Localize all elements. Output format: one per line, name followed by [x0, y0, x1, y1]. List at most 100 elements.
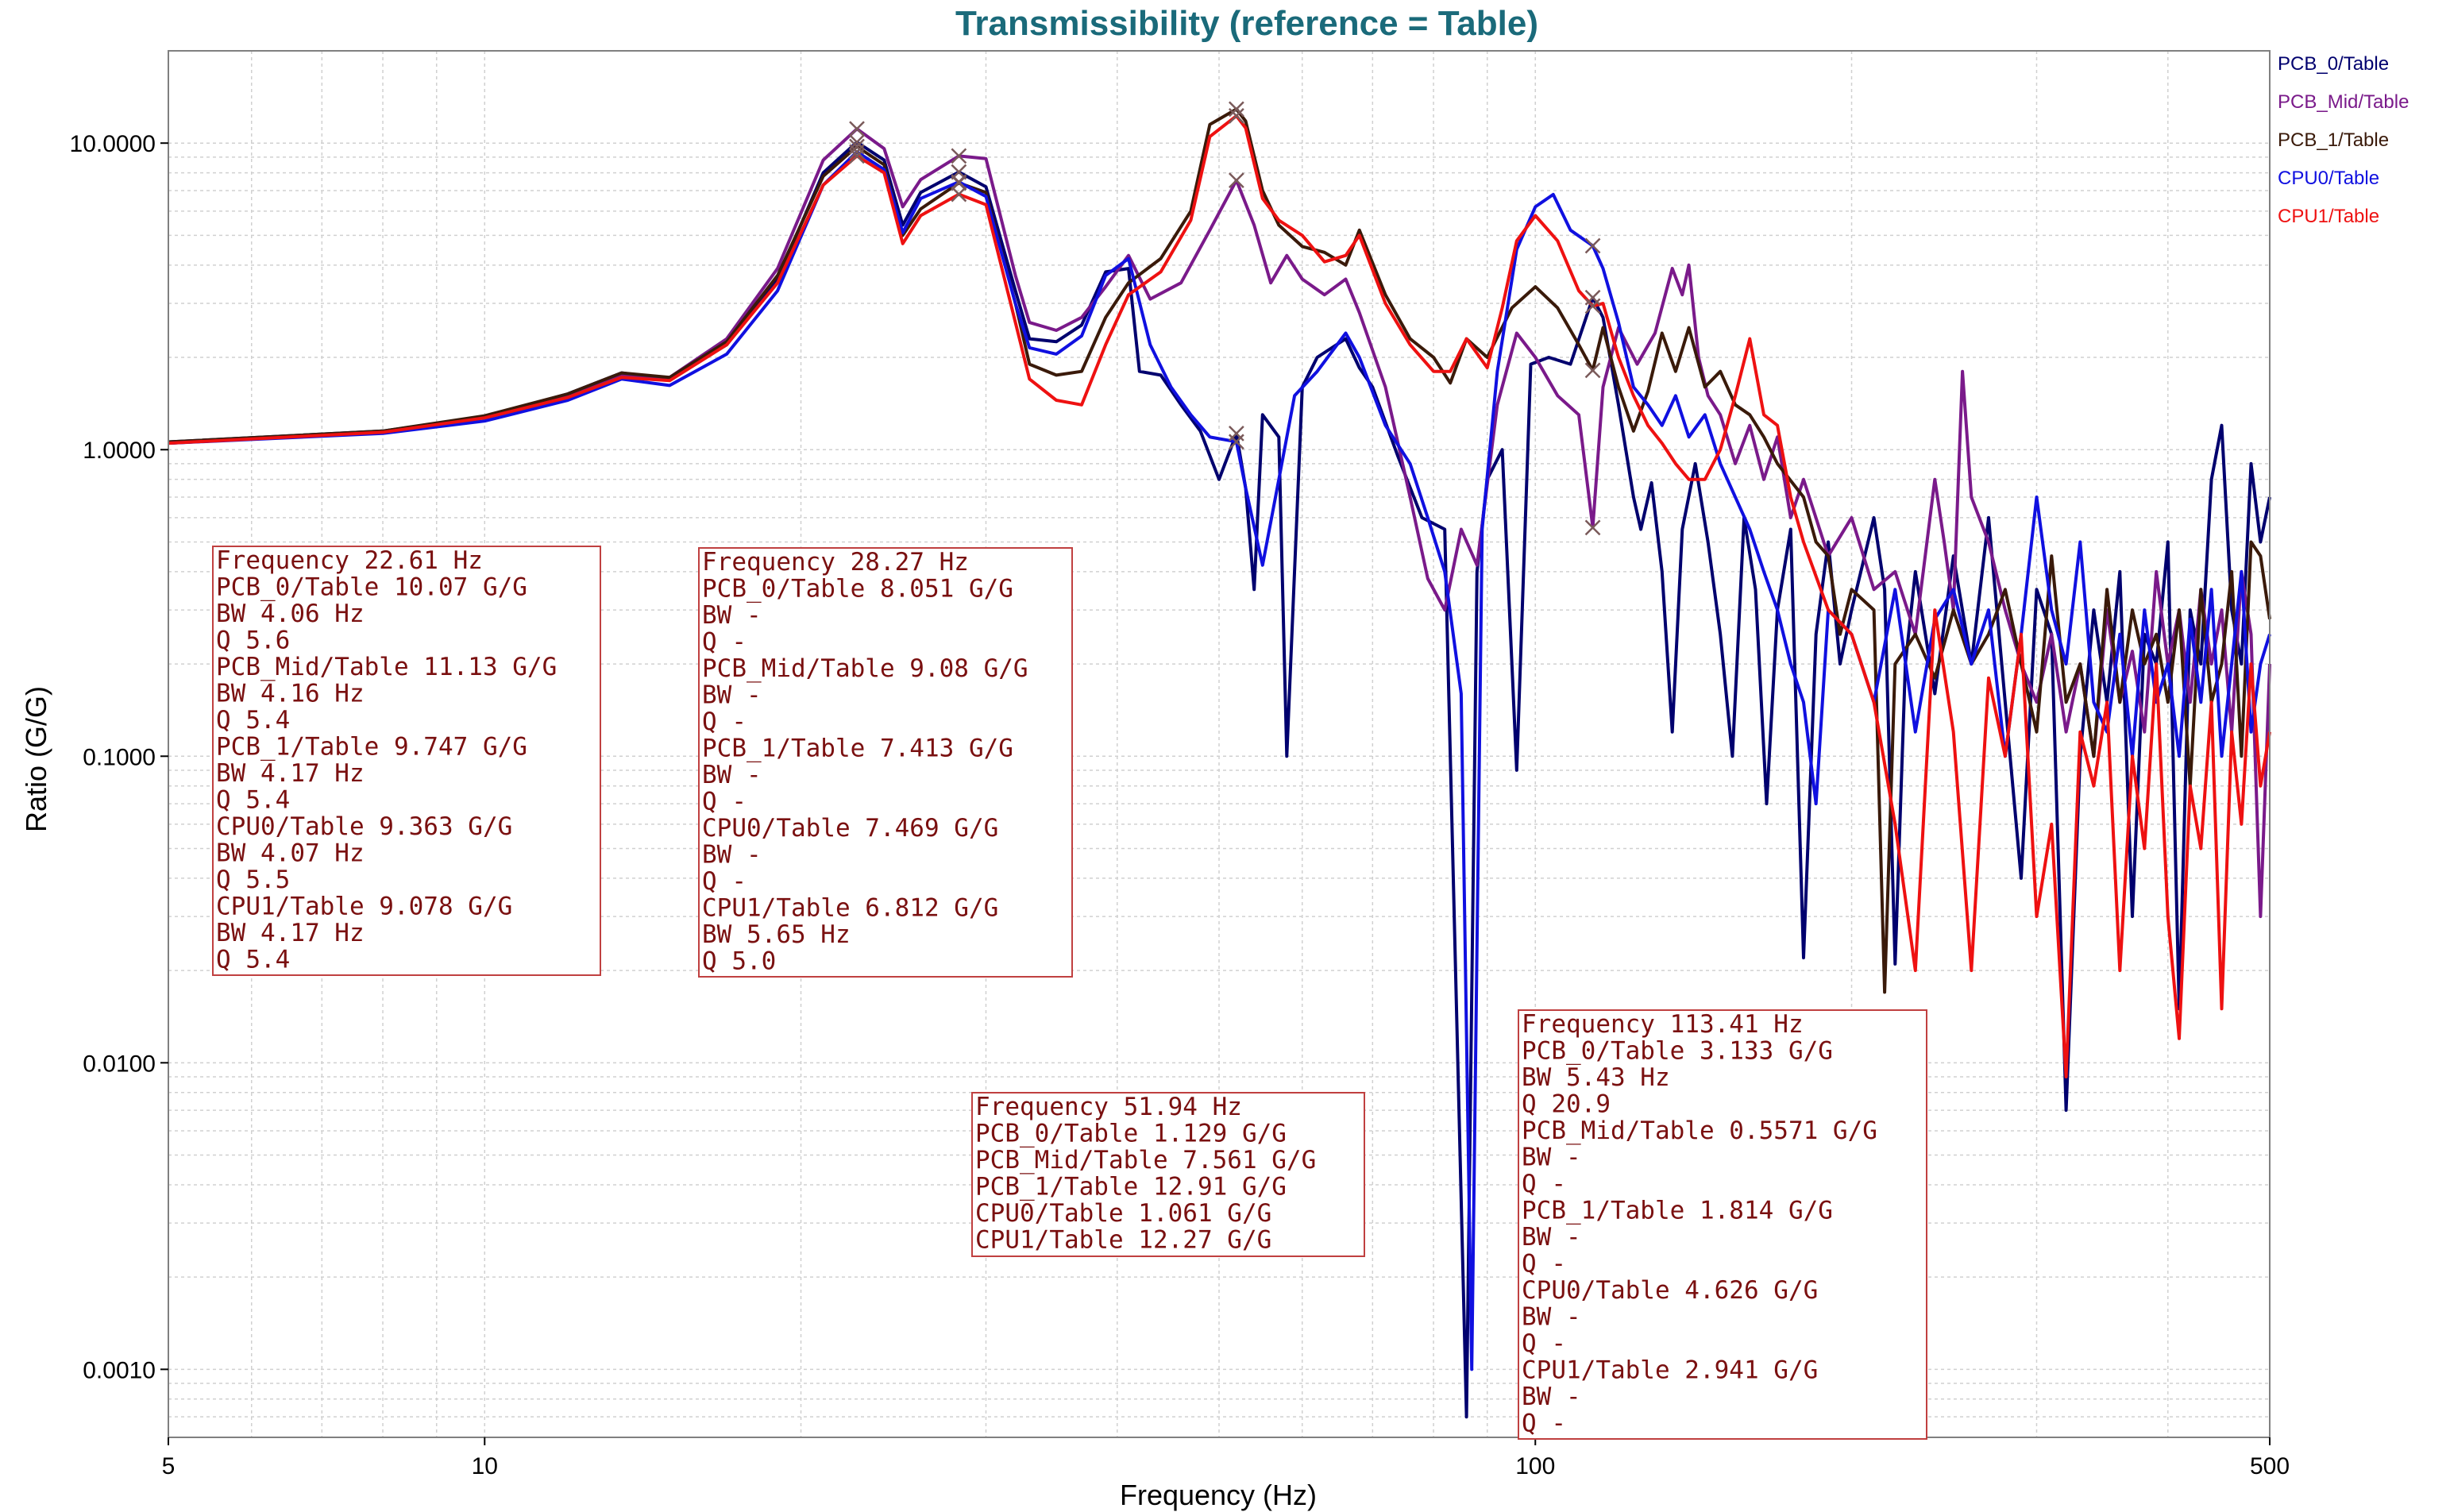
legend-entry-3: CPU0/Table — [2278, 168, 2379, 189]
annotation-line: BW - — [702, 761, 762, 789]
annotation-line: BW - — [1522, 1383, 1581, 1411]
annotation-line: PCB_Mid/Table 11.13 G/G — [216, 653, 557, 681]
annotation-line: PCB_Mid/Table 9.08 G/G — [702, 654, 1028, 683]
annotation-frame — [698, 547, 1073, 978]
annotation-line: Q 5.6 — [216, 627, 290, 655]
annotation-line: Q - — [702, 628, 747, 657]
annotation-line: CPU0/Table 4.626 G/G — [1522, 1276, 1818, 1305]
plot-area-frame — [168, 50, 2271, 1438]
chart-title: Transmissibility (reference = Table) — [955, 4, 1538, 43]
x-tick-label: 100 — [1515, 1453, 1555, 1479]
annotation-line: Q 5.0 — [702, 947, 776, 976]
annotation-line: PCB_Mid/Table 7.561 G/G — [975, 1146, 1316, 1174]
annotation-line: BW - — [702, 681, 762, 710]
annotation-line: PCB_0/Table 8.051 G/G — [702, 575, 1013, 604]
annotation-line: CPU0/Table 7.469 G/G — [702, 814, 998, 843]
legend: PCB_0/Table PCB_Mid/Table PCB_1/Table CPU0/… — [2278, 53, 2409, 227]
annotation-line: Frequency 51.94 Hz — [975, 1093, 1242, 1121]
annotation-line: CPU1/Table 9.078 G/G — [216, 893, 512, 921]
peak-marker — [1228, 434, 1244, 450]
peak-marker — [1584, 362, 1601, 379]
peak-marker — [951, 148, 967, 164]
annotation-line: BW 4.06 Hz — [216, 600, 365, 628]
annotation-line: CPU1/Table 12.27 G/G — [975, 1226, 1271, 1255]
annotation-line: Q 5.5 — [216, 866, 290, 894]
x-axis-label: Frequency (Hz) — [1120, 1479, 1317, 1511]
y-tick-label: 0.0010 — [83, 1357, 156, 1383]
annotation-line: BW - — [702, 601, 762, 630]
x-tick-label: 500 — [2250, 1453, 2290, 1479]
annotation-line: Frequency 113.41 Hz — [1522, 1010, 1804, 1039]
annotation-line: Q - — [702, 867, 747, 896]
annotation-line: BW 4.07 Hz — [216, 839, 365, 868]
y-axis-label: Ratio (G/G) — [20, 686, 52, 832]
annotation-line: PCB_Mid/Table 0.5571 G/G — [1522, 1117, 1877, 1145]
peak-marker — [849, 121, 865, 137]
legend-entry-1: PCB_Mid/Table — [2278, 91, 2409, 113]
peak-marker — [951, 186, 967, 202]
annotation-line: Q - — [1522, 1170, 1566, 1198]
annotation-line: PCB_0/Table 10.07 G/G — [216, 573, 527, 602]
annotation-line: BW - — [702, 841, 762, 870]
annotation-line: Q 5.4 — [216, 706, 290, 735]
series-lines — [168, 107, 2271, 1419]
annotation-frame — [1518, 1009, 1927, 1440]
annotation-line: CPU1/Table 2.941 G/G — [1522, 1356, 1818, 1385]
annotation-line: CPU0/Table 9.363 G/G — [216, 812, 512, 841]
annotation-line: Frequency 28.27 Hz — [702, 548, 969, 577]
annotation-line: BW 5.43 Hz — [1522, 1063, 1670, 1092]
y-tick-label: 1.0000 — [83, 438, 156, 464]
annotation-line: BW - — [1522, 1144, 1581, 1172]
annotation-line: Q 20.9 — [1522, 1090, 1611, 1119]
annotation-line: Q - — [702, 708, 747, 736]
annotation-line: PCB_1/Table 7.413 G/G — [702, 735, 1013, 763]
annotation-line: BW 5.65 Hz — [702, 920, 851, 949]
peak-marker — [1228, 172, 1244, 188]
annotation-line: PCB_0/Table 3.133 G/G — [1522, 1037, 1833, 1066]
annotation-line: Q - — [1522, 1410, 1566, 1438]
annotation-line: PCB_0/Table 1.129 G/G — [975, 1120, 1287, 1148]
annotation-line: CPU1/Table 6.812 G/G — [702, 894, 998, 923]
peak-marker — [951, 174, 967, 191]
annotation-line: Q 5.4 — [216, 946, 290, 974]
series-line-3 — [168, 150, 2271, 1371]
annotation-line: CPU0/Table 1.061 G/G — [975, 1199, 1271, 1228]
annotation-line: PCB_1/Table 12.91 G/G — [975, 1173, 1287, 1202]
peak-marker — [1584, 237, 1601, 254]
annotation-line: Q 5.4 — [216, 786, 290, 815]
legend-entry-4: CPU1/Table — [2278, 206, 2379, 227]
x-tick-label: 5 — [162, 1453, 176, 1479]
annotation-line: BW 4.17 Hz — [216, 919, 365, 947]
axis-ticks: 5 10 100 500 10.0000 1.0000 0.1000 0.0100 0.0010 — [70, 131, 2290, 1479]
peak-marker — [1584, 519, 1601, 536]
peak-marker — [1228, 101, 1244, 118]
annotation-line: Q - — [1522, 1250, 1566, 1279]
annotation-frame — [212, 546, 601, 976]
annotation-line: BW 4.16 Hz — [216, 680, 365, 708]
annotation-line: BW - — [1522, 1223, 1581, 1252]
annotation-line: Frequency 22.61 Hz — [216, 546, 483, 575]
peak-markers — [849, 101, 1601, 536]
peak-marker — [849, 144, 865, 160]
annotation-line: BW - — [1522, 1303, 1581, 1332]
y-tick-label: 0.0100 — [83, 1051, 156, 1077]
peak-marker — [849, 148, 865, 164]
annotation-line: PCB_1/Table 9.747 G/G — [216, 733, 527, 762]
peak-marker — [1584, 298, 1601, 314]
annotation-line: BW 4.17 Hz — [216, 759, 365, 788]
y-tick-label: 0.1000 — [83, 744, 156, 770]
series-line-4 — [168, 114, 2271, 1078]
y-tick-label: 10.0000 — [70, 131, 156, 157]
legend-entry-2: PCB_1/Table — [2278, 129, 2389, 151]
annotation-line: Q - — [702, 788, 747, 816]
legend-entry-0: PCB_0/Table — [2278, 53, 2389, 75]
annotation-line: Q - — [1522, 1329, 1566, 1358]
annotation-frame — [971, 1092, 1365, 1257]
peak-marker — [1228, 108, 1244, 124]
